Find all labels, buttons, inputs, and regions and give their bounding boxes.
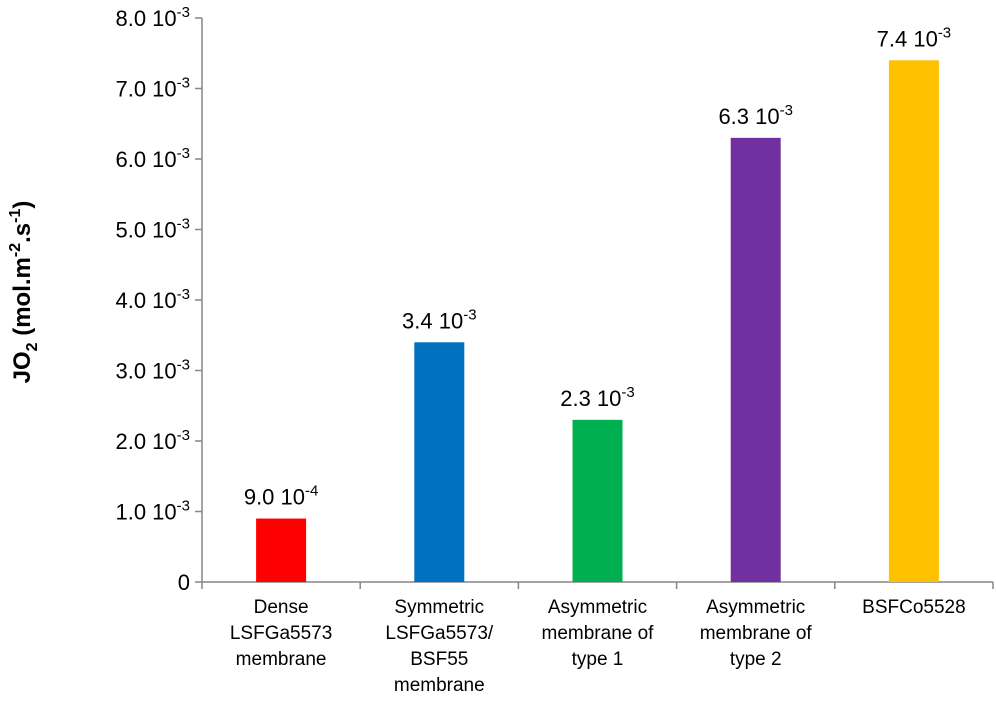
y-tick-label: 7.0 10-3 <box>115 75 190 102</box>
y-tick-label: 8.0 10-3 <box>115 4 190 31</box>
category-label: BSFCo5528 <box>862 597 966 618</box>
y-tick-label: 3.0 10-3 <box>115 357 190 384</box>
data-labels: 9.0 10-4 3.4 10-3 2.3 10-3 6.3 10-3 7.4 10-3 <box>244 24 951 509</box>
y-tick-label: 1.0 10-3 <box>115 498 190 525</box>
bars <box>256 60 939 583</box>
y-tick-label: 5.0 10-3 <box>115 216 190 243</box>
data-label: 7.4 10-3 <box>877 24 952 51</box>
data-label: 6.3 10-3 <box>718 102 793 129</box>
y-axis-label: JO2 (mol.m-2.s-1) <box>7 201 41 384</box>
category-labels: Dense LSFGa5573 membrane Symmetric LSFGa5573… <box>230 597 966 696</box>
data-label: 2.3 10-3 <box>560 384 635 411</box>
category-label: Asymmetric membrane of type 2 <box>700 597 813 670</box>
bar <box>730 137 781 582</box>
data-label: 3.4 10-3 <box>402 306 477 333</box>
y-tick-label: 4.0 10-3 <box>115 286 190 313</box>
bar <box>572 419 623 582</box>
category-label: Symmetric LSFGa5573/BSF55 membrane <box>385 597 493 696</box>
y-tick-label: 2.0 10-3 <box>115 427 190 454</box>
y-axis-ticks: 0 1.0 10-3 2.0 10-3 3.0 10-3 4.0 10-3 5.0 10-… <box>115 4 202 595</box>
category-label: Dense LSFGa5573 membrane <box>230 597 332 670</box>
bar <box>256 518 307 582</box>
bar <box>888 60 939 583</box>
category-label: Asymmetric membrane of type 1 <box>542 597 655 670</box>
y-tick-label: 6.0 10-3 <box>115 145 190 172</box>
y-axis-title: JO2 (mol.m-2.s-1) <box>7 201 41 384</box>
y-tick-label: 0 <box>178 570 190 595</box>
data-label: 9.0 10-4 <box>244 483 319 510</box>
bar <box>414 342 465 582</box>
